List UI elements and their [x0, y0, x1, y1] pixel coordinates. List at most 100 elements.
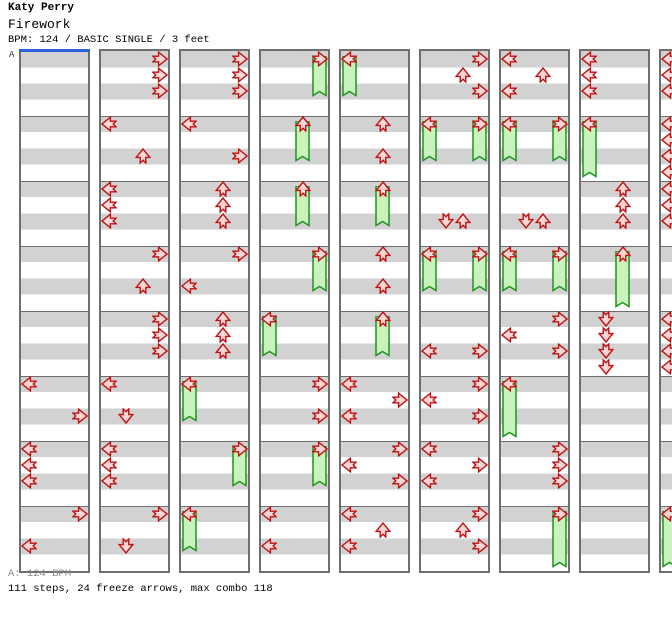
freeze-body-right — [552, 510, 567, 568]
measure-divider — [21, 376, 88, 377]
tap-arrow-up-icon — [374, 148, 391, 164]
freeze-body-right — [312, 55, 327, 97]
tap-arrow-left-icon — [181, 115, 198, 132]
freeze-body-right — [472, 250, 487, 292]
tap-arrow-down-icon — [118, 408, 135, 424]
measure-divider — [261, 311, 328, 312]
freeze-body-left — [342, 55, 357, 97]
tap-arrow-down-icon — [518, 213, 535, 229]
measure-divider — [341, 246, 408, 247]
freeze-body-right — [312, 445, 327, 487]
measure-divider — [261, 376, 328, 377]
freeze-body-left — [422, 250, 437, 292]
tap-arrow-up-icon — [454, 213, 471, 229]
freeze-body-left — [582, 120, 597, 178]
tap-arrow-left-icon — [661, 310, 672, 327]
tap-arrow-right-icon — [471, 343, 488, 359]
tap-arrow-right-icon — [231, 148, 248, 164]
freeze-body-left — [182, 380, 197, 422]
tap-arrow-right-icon — [471, 375, 488, 392]
measure-divider — [261, 506, 328, 507]
tap-arrow-right-icon — [231, 50, 248, 67]
freeze-arrow-left-icon — [421, 115, 438, 132]
measure-divider — [661, 441, 672, 442]
tap-arrow-left-icon — [21, 375, 38, 392]
freeze-arrow-left-icon — [501, 245, 518, 262]
measure-divider — [581, 246, 648, 247]
freeze-body-left — [422, 120, 437, 162]
freeze-arrow-up-icon — [294, 115, 311, 132]
tap-arrow-up-icon — [214, 213, 231, 229]
freeze-arrow-right-icon — [311, 245, 328, 262]
measure-divider — [661, 311, 672, 312]
tap-arrow-right-icon — [71, 505, 88, 522]
tap-arrow-left-icon — [101, 440, 118, 457]
tap-arrow-up-icon — [214, 310, 231, 327]
measure-divider — [101, 311, 168, 312]
freeze-arrow-right-icon — [311, 50, 328, 67]
tap-arrow-up-icon — [374, 245, 391, 262]
measure-divider — [581, 116, 648, 117]
tap-arrow-up-icon — [214, 196, 231, 213]
freeze-body-left — [182, 510, 197, 552]
footer-section-bpm: A: 124 BPM — [8, 568, 72, 580]
tap-arrow-right-icon — [151, 505, 168, 522]
freeze-arrow-left-icon — [501, 375, 518, 392]
tap-arrow-up-icon — [614, 213, 631, 229]
freeze-arrow-right-icon — [551, 115, 568, 132]
tap-arrow-right-icon — [151, 343, 168, 359]
tap-arrow-right-icon — [231, 245, 248, 262]
freeze-body-left — [502, 250, 517, 292]
tap-arrow-right-icon — [151, 83, 168, 99]
chart-column — [499, 49, 570, 573]
measure-divider — [421, 246, 488, 247]
tap-arrow-left-icon — [661, 50, 672, 67]
song-title: Firework — [8, 17, 71, 32]
tap-arrow-left-icon — [21, 440, 38, 457]
freeze-arrow-left-icon — [341, 50, 358, 67]
tap-arrow-right-icon — [71, 408, 88, 424]
tap-arrow-left-icon — [21, 456, 38, 473]
tap-arrow-right-icon — [391, 440, 408, 457]
tap-arrow-left-icon — [661, 115, 672, 132]
tap-arrow-left-icon — [661, 326, 672, 343]
freeze-body-right — [552, 250, 567, 292]
measure-divider — [501, 506, 568, 507]
tap-arrow-right-icon — [551, 440, 568, 457]
measure-divider — [421, 181, 488, 182]
tap-arrow-right-icon — [151, 245, 168, 262]
freeze-arrow-left-icon — [421, 245, 438, 262]
freeze-body-up — [615, 250, 631, 308]
measure-divider — [341, 506, 408, 507]
measure-divider — [101, 376, 168, 377]
tap-arrow-up-icon — [454, 66, 471, 83]
tap-arrow-left-icon — [101, 213, 118, 229]
freeze-arrow-left-icon — [501, 115, 518, 132]
tap-arrow-right-icon — [471, 456, 488, 473]
tap-arrow-left-icon — [101, 180, 118, 197]
tap-arrow-down-icon — [598, 310, 615, 327]
tap-arrow-right-icon — [551, 456, 568, 473]
freeze-body-left — [502, 120, 517, 162]
tap-arrow-right-icon — [151, 326, 168, 343]
freeze-body-left — [262, 315, 277, 357]
chart-column — [259, 49, 330, 573]
section-marker-line — [19, 49, 90, 52]
tap-arrow-left-icon — [581, 50, 598, 67]
freeze-body-right — [472, 120, 487, 162]
measure-divider — [21, 181, 88, 182]
measure-divider — [501, 311, 568, 312]
tap-arrow-left-icon — [501, 50, 518, 67]
measure-divider — [341, 181, 408, 182]
tap-arrow-down-icon — [598, 343, 615, 359]
freeze-arrow-up-icon — [294, 180, 311, 197]
tap-arrow-up-icon — [534, 66, 551, 83]
measure-divider — [661, 376, 672, 377]
tap-arrow-left-icon — [421, 440, 438, 457]
tap-arrow-left-icon — [661, 196, 672, 213]
tap-arrow-left-icon — [101, 196, 118, 213]
freeze-body-right — [232, 445, 247, 487]
chart-info: BPM: 124 / BASIC SINGLE / 3 feet — [8, 34, 210, 46]
measure-divider — [341, 441, 408, 442]
